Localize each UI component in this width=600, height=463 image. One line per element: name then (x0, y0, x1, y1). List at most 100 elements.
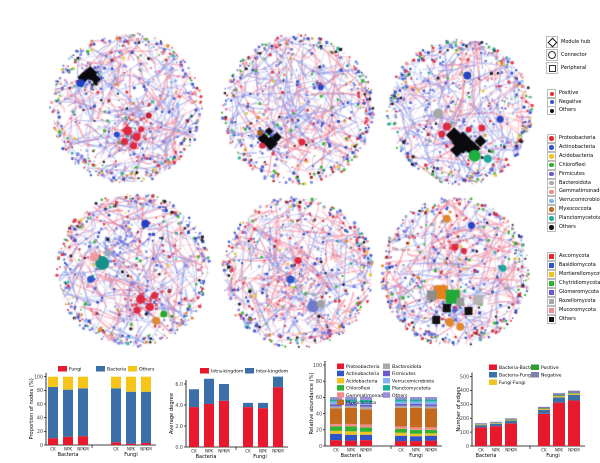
bar-segment-Acidobacteria (360, 431, 372, 435)
fungi-phylum-legend-label: Glomeromycota (559, 289, 599, 295)
bar-segment-Bacteria-Bacteria (475, 427, 487, 446)
group-label: Fungi (253, 454, 267, 460)
network-top-middle (218, 30, 378, 190)
bar-segment-Acidobacteria (425, 433, 437, 436)
bar-segment-Gemmatimonadota (395, 426, 407, 429)
group-label: Bacteria (341, 453, 362, 459)
fungi-phylum-legend-swatch (547, 261, 556, 270)
bar-segment-Gemmatimonadota (425, 427, 437, 430)
shape-legend-circle-item: Connector (546, 49, 587, 61)
bacteria-phylum-legend-item: Planctomycetota (547, 214, 600, 224)
legend-label: Others (392, 393, 408, 399)
shape-legend-square-item: Peripheral (546, 62, 586, 74)
square-icon (549, 299, 554, 304)
circle-icon (548, 51, 556, 59)
bar-segment-Bacteria-Fungi (490, 423, 502, 427)
bar-segment-Bacteria-Bacteria (505, 423, 517, 446)
bar-segment-Intra-kingdom (189, 407, 199, 447)
bar-segment-Proteobacteria (425, 440, 437, 446)
bar-label: NPKM (425, 448, 437, 453)
role-legend-item: Positive (547, 89, 578, 98)
y-tick-label: 100 (460, 430, 469, 436)
dot-icon (549, 207, 554, 212)
bar-segment-Actinobacteria (360, 434, 372, 441)
legend-swatch-Actinobacteria (337, 370, 344, 377)
bar-segment-Fungi-Fungi (475, 424, 487, 426)
bar-label: NPKM (568, 448, 580, 453)
dot-icon (549, 171, 554, 177)
square-icon (549, 263, 554, 268)
bar-segment-Negative (475, 423, 487, 425)
bar-segment-Acidobacteria (395, 432, 407, 436)
legend-swatch-Bacteroidota (383, 363, 390, 369)
fungi-phylum-legend-swatch (547, 306, 556, 315)
y-tick-label: 40 (37, 415, 43, 421)
legend-swatch-Bacteria (96, 366, 105, 372)
fungi-phylum-legend-item: Others (547, 315, 576, 324)
fungi-phylum-legend-item: Basidiomycota (547, 261, 596, 270)
y-tick-label: 20 (37, 429, 43, 435)
bacteria-phylum-legend-label: Chloroflexi (559, 161, 586, 168)
bar-segment-Verrucomicrobiota (345, 401, 357, 404)
network-top-left (46, 28, 206, 188)
bar-label: CK (398, 448, 404, 453)
bar-label: CK (50, 447, 56, 452)
legend-swatch-Others (128, 366, 137, 372)
role-legend-item: Others (547, 106, 576, 116)
chart-taxonomic-composition: 0 20 40 60 80 100 Relative abundance (%) CK NPK N… (309, 361, 442, 459)
bar-label: CK (541, 448, 547, 453)
y-tick-label: 400 (460, 388, 469, 394)
fungi-phylum-legend-label: Others (559, 316, 576, 322)
bar-segment-Intra-kingdom (204, 403, 214, 447)
dot-icon (549, 225, 554, 230)
bar-segment-Inter-kingdom (243, 402, 253, 408)
bacteria-phylum-legend-swatch (547, 187, 556, 197)
bacteria-phylum-legend-label: Bacteroidota (559, 179, 591, 186)
legend-label: Bacteria (107, 367, 126, 373)
bar-segment-Fungi-Fungi (568, 393, 580, 395)
legend-label: Positive (541, 365, 559, 371)
bar-segment-Fungi (78, 436, 88, 445)
bar-segment-Gemmatimonadota (330, 423, 342, 427)
bar-segment-Inter-kingdom (258, 402, 268, 409)
network-bottom-middle (218, 192, 378, 352)
bar-segment-Inter-kingdom (219, 384, 229, 401)
bar-segment-Negative (505, 418, 517, 420)
bar-segment-Bacteroidota (345, 405, 357, 408)
role-legend-swatch (547, 97, 556, 107)
legend-label: Negative (541, 373, 562, 379)
bar-segment-Actinobacteria (410, 436, 422, 442)
bar-segment-Chloroflexi (425, 429, 437, 434)
bar-segment-Negative (490, 421, 502, 423)
legend-swatch-Others (383, 392, 390, 398)
fungi-phylum-legend-label: Rozellomycota (559, 298, 596, 304)
bar-segment-Acidobacteria (345, 431, 357, 435)
network-bottom-right (376, 193, 534, 351)
bar-segment-Actinobacteria (330, 433, 342, 441)
legend-swatch-Bacteria-Bacteria (489, 364, 497, 370)
shape-legend-square-label: Peripheral (561, 64, 587, 71)
legend-label: Gemmatimonadota (346, 393, 391, 399)
square-icon (549, 254, 554, 259)
bar-segment-Firmicutes (330, 404, 342, 407)
bar-segment-Negative (538, 406, 550, 409)
bar-segment-Bacteria-Fungi (568, 394, 580, 401)
bacteria-phylum-legend-label: Acidobacteria (559, 152, 594, 159)
bar-segment-Bacteroidota (395, 405, 407, 408)
y-tick-label: 500 (460, 374, 469, 380)
bar-segment-Planctomycetota (360, 399, 372, 402)
legend-swatch-Firmicutes (383, 370, 390, 377)
fungi-phylum-legend-swatch (547, 270, 556, 279)
bar-label: NPK (259, 449, 267, 454)
y-tick-label: 20 (316, 428, 322, 434)
y-tick-label: 0.0 (175, 445, 183, 451)
bar-segment-Myxococcota (330, 408, 342, 424)
legend-swatch-Positive (531, 364, 539, 370)
group-label: Fungi (124, 452, 138, 458)
dot-icon (549, 189, 554, 195)
bar-segment-Myxococcota (360, 409, 372, 425)
fungi-phylum-legend-label: Ascomycota (559, 253, 590, 259)
bar-segment-Positive (568, 393, 580, 394)
